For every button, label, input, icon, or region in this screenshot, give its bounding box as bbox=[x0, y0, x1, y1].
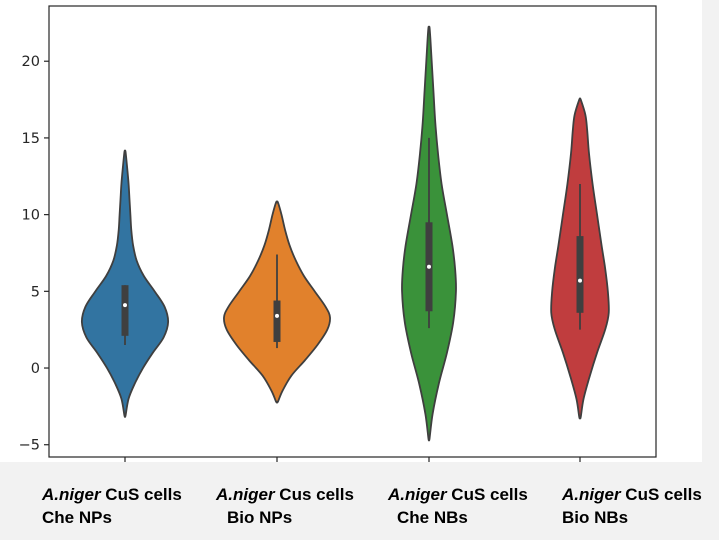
x-category-label-line2: Bio NPs bbox=[227, 508, 293, 527]
x-category-label-line1: A.niger Cus cells bbox=[216, 485, 354, 504]
violin-group bbox=[401, 25, 457, 442]
x-category-label-line2: Che NPs bbox=[42, 508, 112, 527]
y-tick-label: 5 bbox=[31, 284, 40, 300]
x-category-label-rest: CuS cells bbox=[446, 485, 528, 504]
violin-group bbox=[223, 200, 331, 404]
x-category-label-line1: A.niger CuS cells bbox=[42, 485, 182, 504]
violin-group bbox=[550, 97, 610, 420]
x-category-label-rest: Cus cells bbox=[274, 485, 354, 504]
violins-layer bbox=[80, 25, 610, 442]
violin-iqr-box bbox=[121, 285, 129, 336]
y-tick-label: −5 bbox=[19, 438, 40, 454]
y-tick-label: 10 bbox=[22, 208, 40, 224]
violin-iqr-box bbox=[273, 300, 281, 342]
violin-body bbox=[80, 149, 170, 418]
x-category-label-species: A.niger bbox=[216, 485, 275, 504]
y-tick-label: 20 bbox=[22, 54, 40, 70]
x-axis bbox=[124, 457, 581, 462]
violin-group bbox=[80, 149, 170, 418]
x-category-label-rest: CuS cells bbox=[620, 485, 702, 504]
y-tick-label: 0 bbox=[31, 361, 40, 377]
x-category-label: A.niger Cus cells Bio NPs bbox=[216, 483, 354, 529]
x-category-label: A.niger CuS cells Che NBs bbox=[388, 483, 528, 529]
y-tick-label: 15 bbox=[22, 131, 40, 147]
x-category-label-rest: CuS cells bbox=[100, 485, 182, 504]
x-category-label: A.niger CuS cells Che NPs bbox=[42, 483, 182, 529]
violin-median-point bbox=[578, 278, 582, 283]
x-category-label-line1: A.niger CuS cells bbox=[562, 485, 702, 504]
x-category-label-species: A.niger bbox=[562, 485, 621, 504]
y-axis: −5 0 5 10 15 20 bbox=[19, 54, 49, 454]
violin-median-point bbox=[275, 313, 279, 318]
x-category-label: A.niger CuS cells Bio NBs bbox=[562, 483, 702, 529]
violin-iqr-box bbox=[576, 236, 584, 313]
x-category-label-species: A.niger bbox=[388, 485, 447, 504]
x-category-label-line2: Che NBs bbox=[397, 508, 468, 527]
x-category-label-line1: A.niger CuS cells bbox=[388, 485, 528, 504]
violin-median-point bbox=[427, 264, 431, 269]
x-category-label-species: A.niger bbox=[42, 485, 101, 504]
axes-frame bbox=[48, 5, 657, 458]
x-category-label-line2: Bio NBs bbox=[562, 508, 629, 527]
violin-median-point bbox=[123, 303, 127, 308]
